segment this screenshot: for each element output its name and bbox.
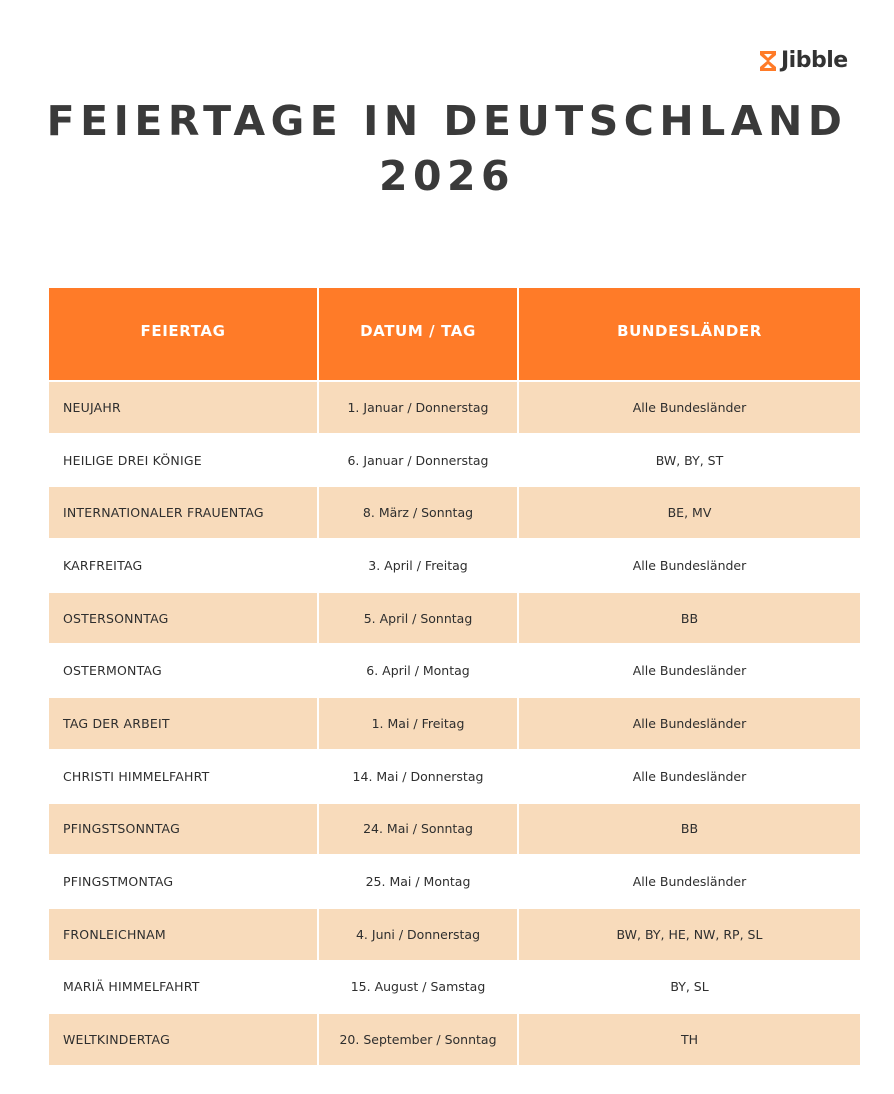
cell-feiertag: HEILIGE DREI KÖNIGE [49,434,319,488]
column-header-feiertag: FEIERTAG [49,288,319,382]
cell-datum: 1. Mai / Freitag [319,698,519,751]
cell-datum: 20. September / Sonntag [319,1014,519,1067]
cell-datum: 14. Mai / Donnerstag [319,750,519,804]
table-row: PFINGSTSONNTAG 24. Mai / Sonntag BB [49,803,860,857]
logo-text: Jibble [781,48,848,73]
cell-feiertag: FRONLEICHNAM [49,908,319,962]
cell-datum: 15. August / Samstag [319,961,519,1015]
cell-datum: 5. April / Sonntag [319,592,519,646]
page-title: FEIERTAGE IN DEUTSCHLAND 2026 [0,94,894,204]
cell-feiertag: OSTERMONTAG [49,645,319,699]
cell-feiertag: PFINGSTSONNTAG [49,803,319,857]
table-row: NEUJAHR 1. Januar / Donnerstag Alle Bund… [49,382,860,435]
table-row: WELTKINDERTAG 20. September / Sonntag TH [49,1014,860,1067]
cell-feiertag: OSTERSONNTAG [49,592,319,646]
cell-feiertag: PFINGSTMONTAG [49,856,319,909]
cell-feiertag: KARFREITAG [49,540,319,593]
title-line-1: FEIERTAGE IN DEUTSCHLAND [46,97,848,145]
table-row: KARFREITAG 3. April / Freitag Alle Bunde… [49,540,860,593]
cell-bundeslaender: Alle Bundesländer [519,856,860,909]
cell-datum: 24. Mai / Sonntag [319,803,519,857]
cell-bundeslaender: Alle Bundesländer [519,645,860,699]
table-row: OSTERMONTAG 6. April / Montag Alle Bunde… [49,645,860,699]
table-row: MARIÄ HIMMELFAHRT 15. August / Samstag B… [49,961,860,1015]
cell-bundeslaender: Alle Bundesländer [519,540,860,593]
title-line-2: 2026 [378,152,516,200]
cell-bundeslaender: Alle Bundesländer [519,698,860,751]
cell-bundeslaender: Alle Bundesländer [519,750,860,804]
cell-datum: 8. März / Sonntag [319,487,519,541]
cell-bundeslaender: TH [519,1014,860,1067]
cell-feiertag: NEUJAHR [49,382,319,435]
cell-feiertag: CHRISTI HIMMELFAHRT [49,750,319,804]
cell-bundeslaender: BW, BY, ST [519,434,860,488]
table-row: PFINGSTMONTAG 25. Mai / Montag Alle Bund… [49,856,860,909]
cell-bundeslaender: BB [519,803,860,857]
table-row: HEILIGE DREI KÖNIGE 6. Januar / Donnerst… [49,434,860,488]
table-row: INTERNATIONALER FRAUENTAG 8. März / Sonn… [49,487,860,541]
cell-feiertag: WELTKINDERTAG [49,1014,319,1067]
cell-datum: 6. April / Montag [319,645,519,699]
column-header-bundeslaender: BUNDESLÄNDER [519,288,860,382]
cell-feiertag: TAG DER ARBEIT [49,698,319,751]
cell-bundeslaender: BE, MV [519,487,860,541]
cell-datum: 4. Juni / Donnerstag [319,908,519,962]
cell-feiertag: MARIÄ HIMMELFAHRT [49,961,319,1015]
table-row: FRONLEICHNAM 4. Juni / Donnerstag BW, BY… [49,908,860,962]
column-header-datum: DATUM / TAG [319,288,519,382]
holiday-table: FEIERTAG DATUM / TAG BUNDESLÄNDER NEUJAH… [49,288,860,1067]
cell-bundeslaender: BW, BY, HE, NW, RP, SL [519,908,860,962]
jibble-logo: Jibble [758,49,848,73]
cell-bundeslaender: BY, SL [519,961,860,1015]
table-row: TAG DER ARBEIT 1. Mai / Freitag Alle Bun… [49,698,860,751]
table-row: CHRISTI HIMMELFAHRT 14. Mai / Donnerstag… [49,750,860,804]
cell-bundeslaender: Alle Bundesländer [519,382,860,435]
cell-bundeslaender: BB [519,592,860,646]
cell-datum: 3. April / Freitag [319,540,519,593]
table-row: OSTERSONNTAG 5. April / Sonntag BB [49,592,860,646]
cell-datum: 1. Januar / Donnerstag [319,382,519,435]
cell-datum: 6. Januar / Donnerstag [319,434,519,488]
hourglass-icon [760,51,776,71]
table-header-row: FEIERTAG DATUM / TAG BUNDESLÄNDER [49,288,860,382]
cell-datum: 25. Mai / Montag [319,856,519,909]
cell-feiertag: INTERNATIONALER FRAUENTAG [49,487,319,541]
